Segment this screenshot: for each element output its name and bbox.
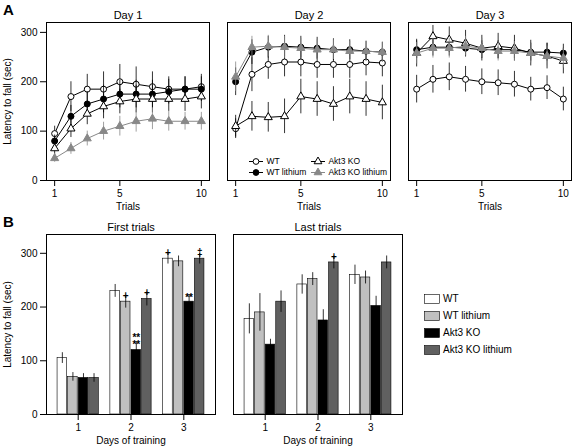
svg-text:+: + [331, 251, 337, 262]
svg-text:100: 100 [21, 355, 38, 366]
svg-text:10: 10 [558, 188, 570, 199]
svg-text:First trials: First trials [107, 221, 155, 233]
svg-text:1: 1 [262, 422, 268, 433]
svg-text:5: 5 [479, 188, 485, 199]
svg-text:3: 3 [181, 422, 187, 433]
svg-text:Trials: Trials [478, 201, 502, 212]
svg-text:‡: ‡ [197, 247, 203, 258]
svg-text:0: 0 [32, 409, 38, 420]
svg-text:3: 3 [368, 422, 374, 433]
html-text:Akt3 KO lithium: Akt3 KO lithium [443, 344, 512, 355]
html-text:A: A [3, 1, 14, 18]
svg-text:300: 300 [21, 27, 38, 38]
svg-text:2: 2 [128, 422, 134, 433]
svg-text:5: 5 [117, 188, 123, 199]
svg-text:Trials: Trials [297, 201, 321, 212]
svg-text:2: 2 [315, 422, 321, 433]
svg-text:200: 200 [21, 76, 38, 87]
html-text:Akt3 KO: Akt3 KO [328, 156, 361, 166]
svg-text:1: 1 [75, 422, 81, 433]
svg-text:1: 1 [414, 188, 420, 199]
svg-text:+: + [144, 287, 150, 298]
svg-text:Latency to fall (sec): Latency to fall (sec) [2, 58, 13, 145]
svg-text:+: + [123, 290, 129, 301]
html-text:WT lithium: WT lithium [443, 310, 490, 321]
html-text:WT: WT [443, 293, 459, 304]
svg-text:Latency to fall (sec): Latency to fall (sec) [2, 281, 13, 368]
svg-text:Days of training: Days of training [283, 435, 352, 446]
svg-text:1: 1 [233, 188, 239, 199]
svg-text:5: 5 [298, 188, 304, 199]
svg-text:**: ** [185, 292, 193, 303]
svg-text:0: 0 [32, 175, 38, 186]
svg-text:10: 10 [377, 188, 389, 199]
svg-text:+: + [165, 247, 171, 258]
svg-text:200: 200 [21, 301, 38, 312]
html-text:WT lithium: WT lithium [266, 167, 307, 177]
svg-text:Trials: Trials [116, 201, 140, 212]
svg-text:**: ** [132, 332, 140, 343]
html-text:B: B [3, 213, 14, 230]
svg-text:Day 3: Day 3 [476, 9, 505, 21]
svg-text:Day 1: Day 1 [114, 9, 143, 21]
svg-text:1: 1 [52, 188, 58, 199]
svg-text:Days of training: Days of training [96, 435, 165, 446]
svg-text:Day 2: Day 2 [295, 9, 324, 21]
svg-text:300: 300 [21, 248, 38, 259]
svg-text:Last trials: Last trials [294, 221, 342, 233]
html-text:WT: WT [266, 156, 280, 166]
svg-text:10: 10 [196, 188, 208, 199]
html-text:Akt3 KO lithium: Akt3 KO lithium [328, 167, 387, 177]
html-text:Akt3 KO: Akt3 KO [443, 327, 481, 338]
svg-text:100: 100 [21, 125, 38, 136]
